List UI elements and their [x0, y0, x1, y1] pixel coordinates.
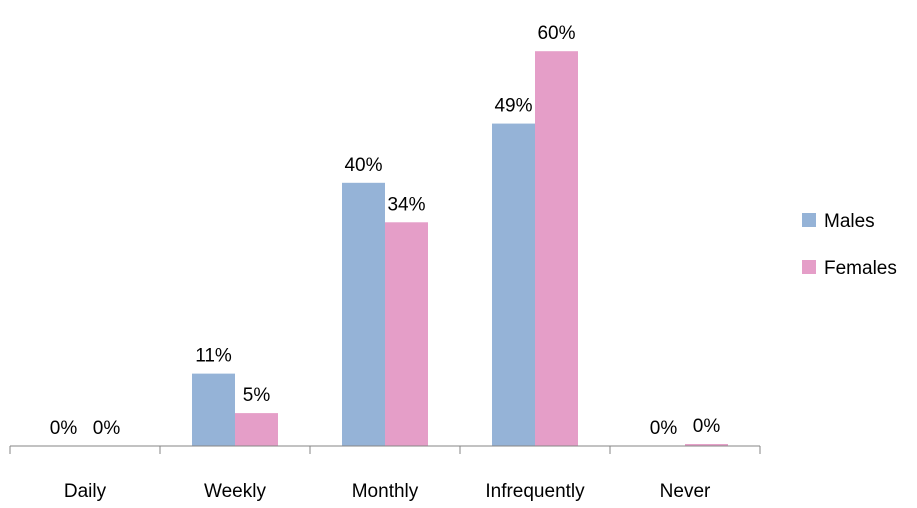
data-label-males-infrequently: 49%: [494, 96, 532, 117]
data-label-females-weekly: 5%: [243, 385, 271, 406]
data-label-males-monthly: 40%: [344, 155, 382, 176]
bar-females-never: [685, 444, 728, 446]
data-label-males-weekly: 11%: [195, 346, 232, 367]
x-axis: Daily Weekly Monthly Infrequently Never: [9, 445, 761, 502]
legend-swatch-females: [802, 260, 816, 274]
legend-label-males: Males: [824, 211, 875, 232]
data-label-males-never: 0%: [650, 418, 678, 439]
x-tick-label-never: Never: [660, 481, 711, 502]
data-label-females-infrequently: 60%: [537, 23, 575, 44]
bar-males-infrequently: [492, 123, 535, 446]
legend-swatch-males: [802, 213, 816, 227]
x-tick-label-infrequently: Infrequently: [485, 481, 585, 502]
data-labels: 0% 11% 40% 49% 0% 0% 5% 34% 60% 0%: [50, 23, 721, 439]
bar-females-monthly: [385, 222, 428, 446]
bar-males-weekly: [192, 373, 235, 446]
legend-label-females: Females: [824, 258, 897, 279]
x-tick-label-monthly: Monthly: [352, 481, 419, 502]
bars-layer: [192, 51, 728, 447]
bar-females-weekly: [235, 413, 278, 446]
data-label-females-daily: 0%: [93, 418, 121, 439]
x-tick-label-weekly: Weekly: [204, 481, 266, 502]
legend: Males Females: [802, 211, 897, 279]
bar-females-infrequently: [535, 51, 578, 446]
data-label-males-daily: 0%: [50, 418, 78, 439]
x-tick-label-daily: Daily: [64, 481, 107, 502]
bar-males-monthly: [342, 182, 385, 447]
data-label-females-never: 0%: [693, 416, 721, 437]
data-label-females-monthly: 34%: [387, 194, 425, 215]
